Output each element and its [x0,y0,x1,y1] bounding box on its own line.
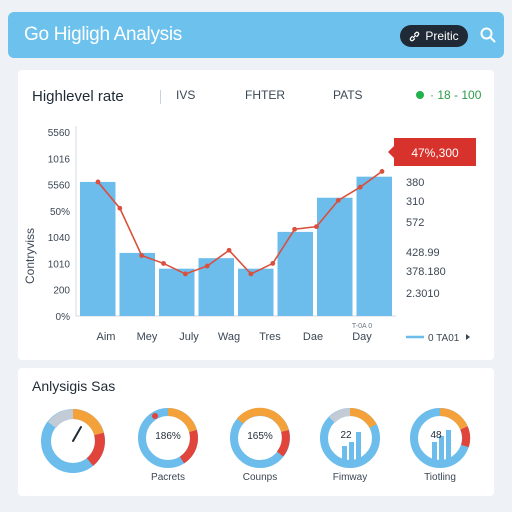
donut-counps: 165% Counps [228,406,298,483]
app-title: Go Higligh Analysis [24,24,182,45]
annotation-text: 47%,300 [411,146,459,160]
tab-filter[interactable]: FHTER [245,88,285,102]
donut-value: 186% [155,431,181,442]
x-tick-label: Mey [137,331,158,343]
tab-ivs[interactable]: IVS [176,88,196,102]
small-label: T-0A 0 [352,323,372,330]
line-point [117,205,123,211]
analysis-section: Anlysigis Sas 186% Pacrets 165% Counps [18,368,494,496]
line-point [95,179,101,185]
search-icon[interactable] [478,25,498,45]
predict-button-label: Preitic [425,29,459,43]
y-tick-label: 5560 [48,128,71,139]
trend-line [97,170,383,275]
side-value-label: 2.3010 [406,288,440,300]
donut-chart [410,408,471,468]
side-value-label: 572 [406,217,424,229]
line-point [270,261,276,266]
gauge-chart [41,409,105,473]
donut-value: 22 [340,430,352,441]
donut-pacrets: 186% Pacrets [136,406,206,483]
tab-pats[interactable]: PATS [333,88,363,102]
line-point [226,247,232,253]
tab-divider [160,90,161,104]
donut-tiotling: 48 Tiotling [408,406,478,483]
link-icon [410,31,420,41]
side-value-label: 380 [406,177,424,189]
status-indicator: · 18 - 100 [416,88,481,102]
annotation-pointer [388,146,394,158]
status-text: · 18 - 100 [430,88,482,102]
line-point [139,253,145,258]
annotation-box [394,138,476,166]
annotation-callout: 47%,300 [388,138,476,166]
x-tick-label: Tres [259,331,281,343]
y-tick-label: 1016 [48,154,71,165]
bar [356,176,392,316]
donut-chart [138,408,198,468]
donut-label: Counps [242,472,278,483]
donut-chart [320,408,380,468]
line-point [161,261,166,266]
y-tick-label: 50% [50,207,70,218]
y-axis-title: Contryviss [23,228,37,284]
combo-chart: Contryviss 55601016556050%104010102000% … [23,126,476,344]
donut-value: 48 [430,430,442,441]
line-point [182,271,188,277]
line-point [379,169,385,174]
x-tick-label: Aim [97,331,116,343]
donut-value: 165% [247,431,273,442]
line-point [357,184,363,190]
donut-label: Fimway [332,472,368,483]
bar [80,181,116,316]
y-tick-label: 0% [56,312,71,323]
donut-chart [230,407,290,468]
chevron-right-icon[interactable] [466,334,470,340]
x-tick-label: July [179,331,199,343]
analysis-title: Anlysigis Sas [32,378,116,394]
gauge-needle [72,426,82,442]
line-point [314,224,319,230]
line-point [292,226,298,232]
y-tick-label: 1010 [48,259,71,270]
x-tick-label: Wag [218,331,240,343]
x-tick-label: Dae [303,331,323,343]
y-tick-label: 5560 [48,181,71,192]
predict-button[interactable]: Preitic [400,25,468,47]
side-value-label: 378.180 [406,266,446,278]
donut-fimway: 22 Fimway [318,406,388,483]
donut-label: Tiotling [424,472,456,483]
gauge-donut [38,406,108,476]
panel-title: Highlevel rate [32,88,124,105]
x-tick-label: Day [352,331,372,343]
line-point [204,263,210,269]
line-point [248,271,254,277]
bar [317,197,353,316]
bar [119,252,155,316]
highlevel-rate-panel: Highlevel rate IVS FHTER PATS · 18 - 100… [18,70,494,360]
y-tick-label: 200 [53,286,70,297]
line-point [335,197,341,203]
y-tick-label: 1040 [48,233,71,244]
bar [277,231,313,316]
bar [238,268,274,316]
side-value-label: 310 [406,196,424,208]
legend-label: 0 TA01 [428,333,460,344]
side-value-label: 428.99 [406,247,440,259]
status-dot [416,91,424,99]
donut-label: Pacrets [151,472,185,483]
bar [159,268,195,316]
app-header: Go Higligh Analysis Preitic [8,12,504,58]
